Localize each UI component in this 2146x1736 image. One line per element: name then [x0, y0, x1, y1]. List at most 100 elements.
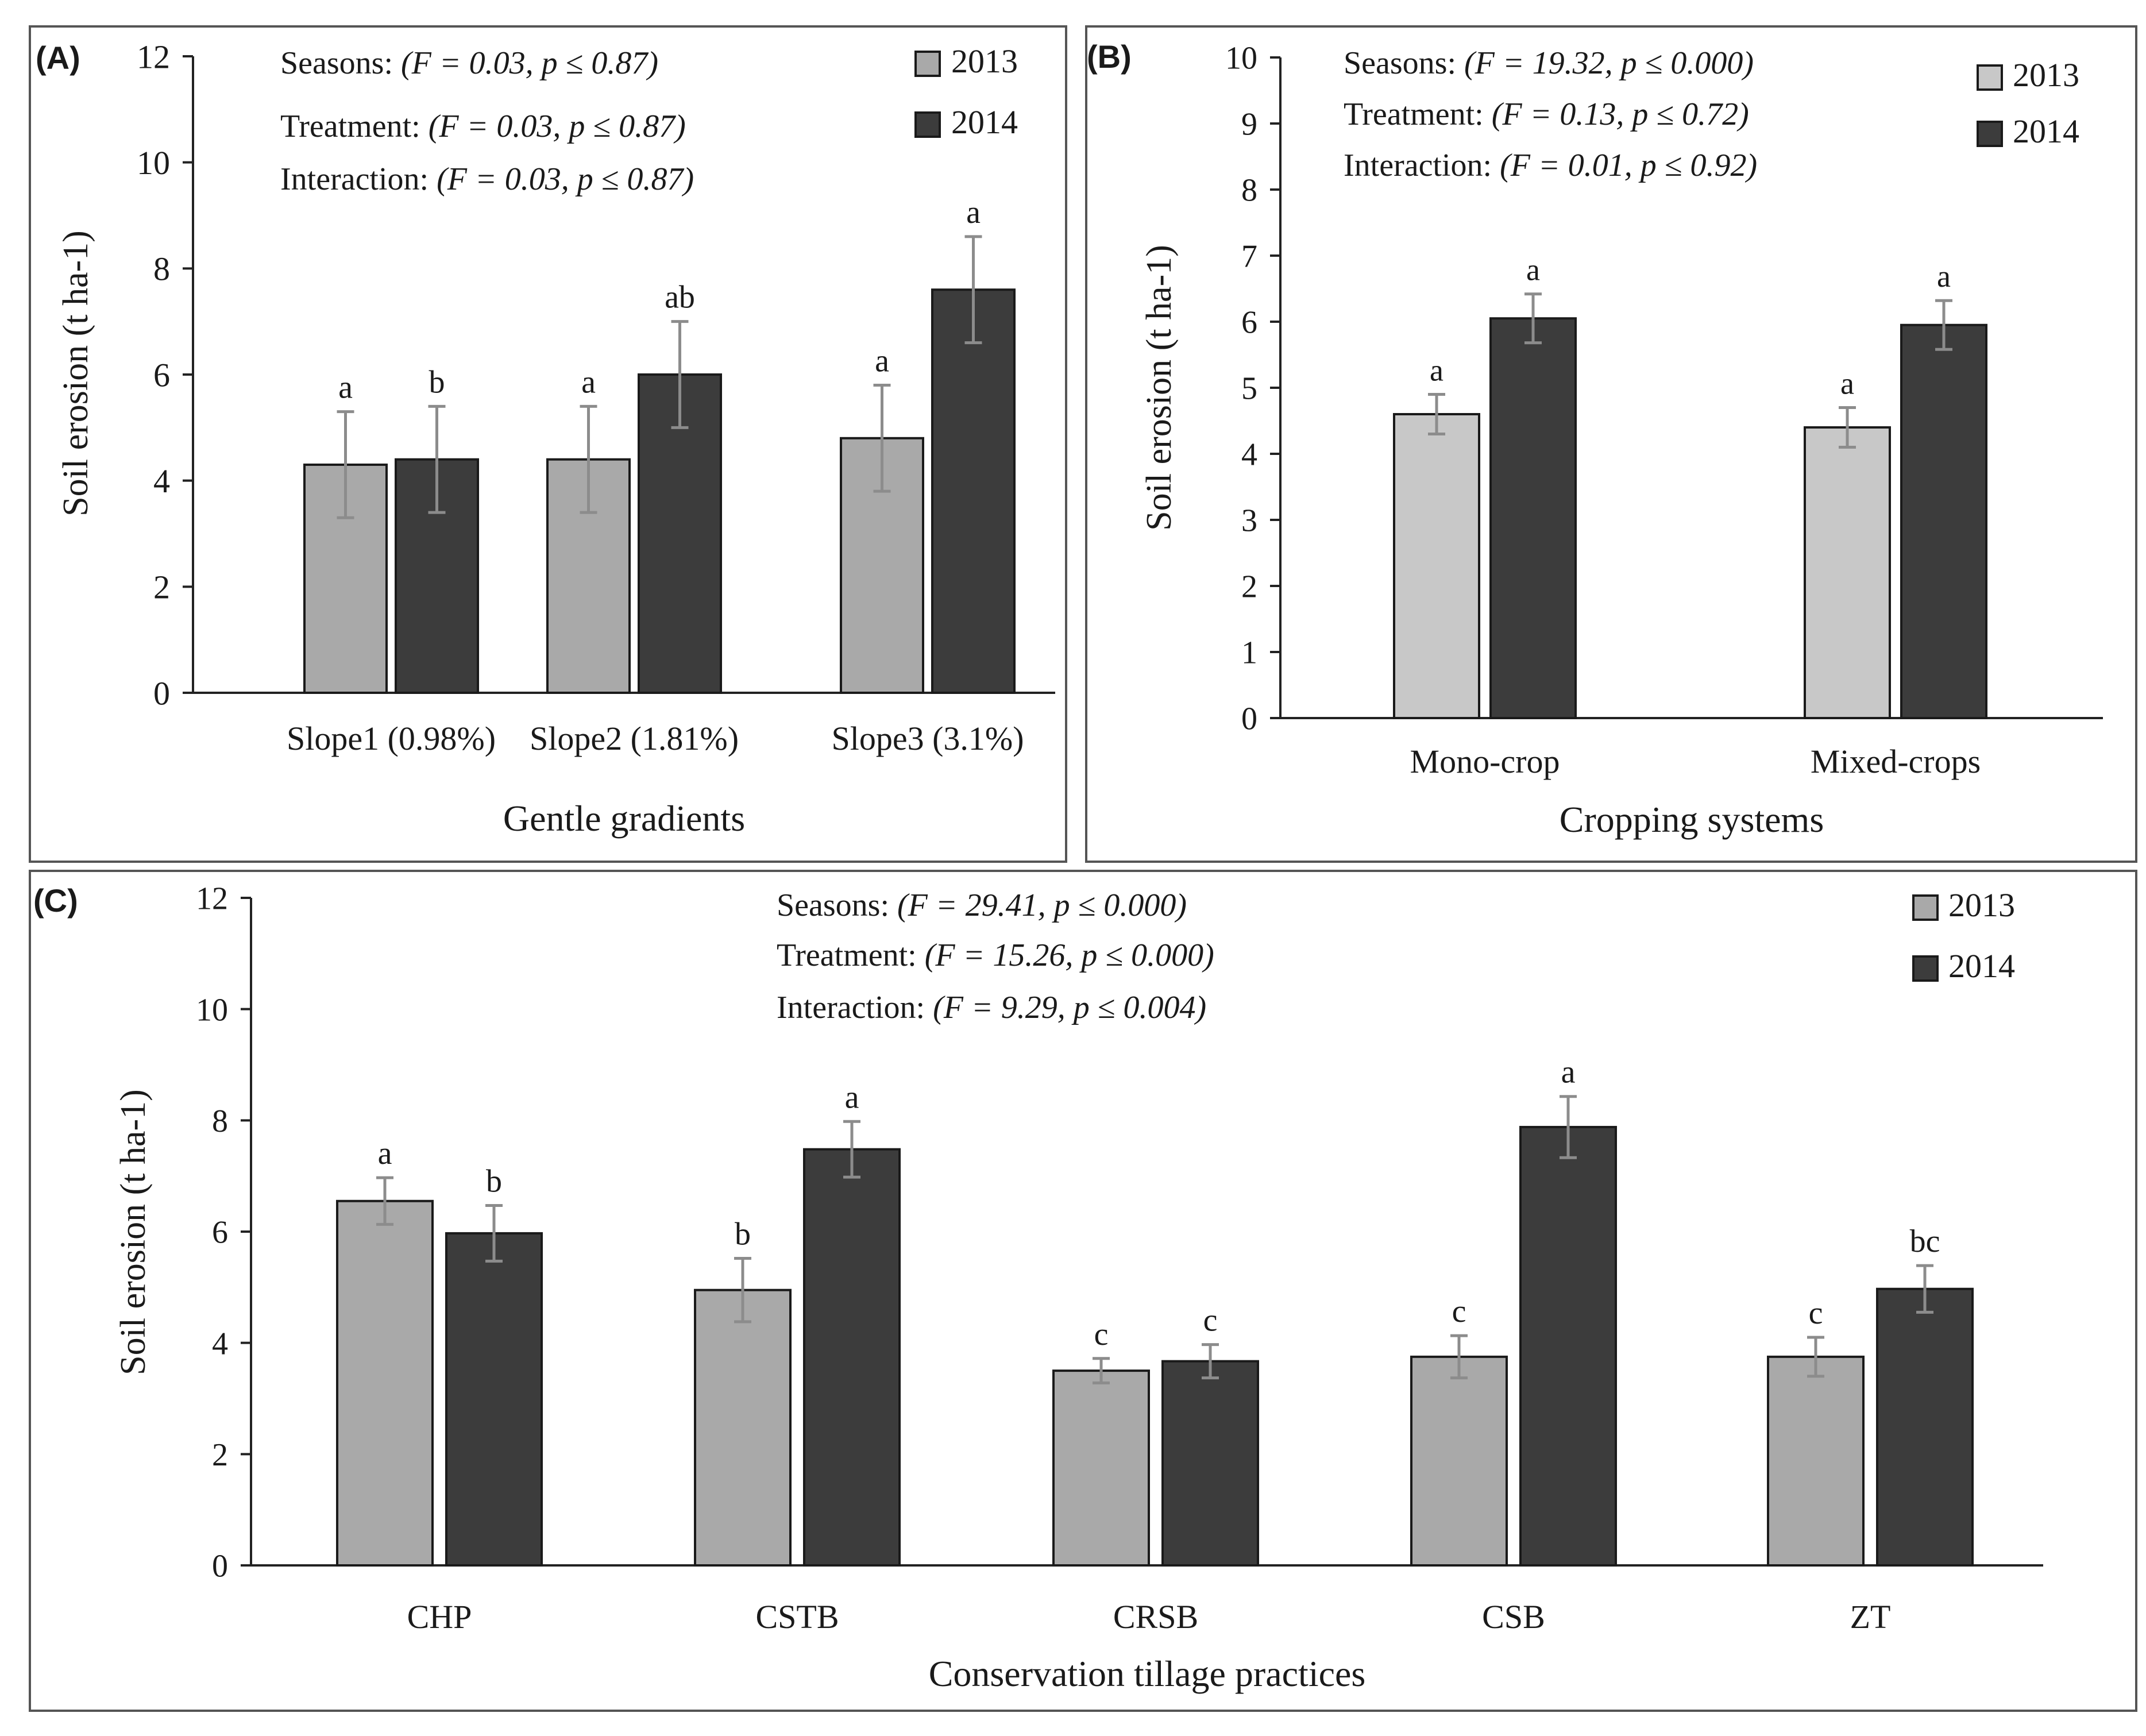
stats-line: Interaction: (F = 0.01, p ≤ 0.92) [1344, 148, 1757, 183]
stats-value: (F = 0.03, p ≤ 0.87) [437, 161, 694, 197]
x-tick-label: Slope2 (1.81%) [530, 720, 739, 757]
significance-letter: a [845, 1079, 859, 1115]
legend-swatch [1912, 894, 1939, 921]
stats-label: Treatment: [777, 938, 917, 973]
significance-letter: c [1203, 1303, 1218, 1338]
significance-letter: a [1430, 353, 1443, 388]
legend-label: 2013 [951, 43, 1018, 80]
legend-label: 2014 [2013, 113, 2079, 150]
stats-label: Treatment: [1344, 97, 1484, 132]
y-tick-label: 6 [1241, 305, 1257, 341]
significance-letter: bc [1910, 1224, 1940, 1259]
stats-line: Treatment: (F = 0.13, p ≤ 0.72) [1344, 97, 1749, 132]
significance-letter: a [1937, 259, 1951, 294]
x-axis-label: Gentle gradients [503, 798, 745, 839]
significance-letter: b [429, 364, 445, 400]
bar [694, 1289, 792, 1567]
significance-letter: c [1452, 1294, 1466, 1329]
legend-swatch [1977, 121, 2003, 147]
x-tick-label: Mono-crop [1410, 743, 1560, 780]
stats-space [917, 938, 925, 973]
y-tick-label: 0 [1241, 701, 1257, 737]
significance-letter: c [1094, 1317, 1109, 1352]
stats-space [420, 109, 429, 144]
significance-letter: a [581, 364, 596, 400]
x-tick-label: CRSB [1113, 1598, 1198, 1635]
y-tick-label: 8 [212, 1104, 228, 1139]
significance-letter: a [966, 195, 981, 230]
legend-swatch [914, 51, 941, 77]
significance-letter: b [486, 1163, 502, 1199]
y-tick-label: 8 [153, 250, 170, 288]
significance-letter: c [1809, 1295, 1823, 1331]
stats-space [429, 161, 437, 197]
bar [1393, 413, 1480, 719]
x-tick-label: CHP [407, 1598, 472, 1635]
y-tick-label: 7 [1241, 239, 1257, 275]
x-tick-label: CSB [1482, 1598, 1545, 1635]
bar [803, 1148, 901, 1567]
bar [1410, 1355, 1508, 1567]
y-tick-label: 2 [153, 569, 170, 606]
significance-letter: b [735, 1216, 751, 1252]
stats-line: Seasons: (F = 29.41, p ≤ 0.000) [777, 888, 1187, 923]
x-tick-label: CSTB [755, 1598, 839, 1635]
stats-value: (F = 0.13, p ≤ 0.72) [1492, 97, 1749, 132]
y-tick-label: 10 [1225, 41, 1257, 76]
bar [1804, 426, 1891, 719]
y-tick-label: 9 [1241, 107, 1257, 142]
y-tick-label: 1 [1241, 635, 1257, 671]
x-tick-label: Slope1 (0.98%) [287, 720, 496, 757]
y-tick-label: 2 [212, 1437, 228, 1473]
chart-panel: (C) 0 2 4 6 8 10 12 Soil erosion (t ha-1) Conserv… [29, 870, 2137, 1712]
significance-letter: a [1840, 367, 1854, 401]
significance-letter: ab [665, 280, 695, 315]
significance-letter: a [378, 1136, 392, 1171]
legend-label: 2013 [2013, 56, 2079, 94]
x-axis-label: Conservation tillage practices [929, 1653, 1366, 1694]
legend-swatch [1977, 64, 2003, 91]
stats-line: Interaction: (F = 9.29, p ≤ 0.004) [777, 990, 1206, 1025]
bar [1900, 323, 1987, 719]
stats-label: Seasons: [777, 888, 889, 923]
bar [1767, 1355, 1865, 1567]
chart-panel: (B) 0 1 2 3 4 5 6 7 8 9 10 Soil erosion (t ha-1) Crop… [1085, 25, 2137, 863]
legend-swatch [1912, 955, 1939, 982]
y-tick-label: 6 [212, 1215, 228, 1251]
stats-value: (F = 0.01, p ≤ 0.92) [1500, 148, 1757, 183]
stats-label: Treatment: [280, 109, 420, 144]
y-tick-label: 12 [137, 38, 170, 75]
legend-swatch [914, 111, 941, 138]
bar [1161, 1360, 1259, 1567]
x-tick-label: Mixed-crops [1811, 743, 1981, 780]
legend-label: 2013 [1948, 886, 2015, 924]
panel-label: (A) [36, 40, 80, 76]
stats-space [925, 990, 933, 1025]
stats-space [1484, 97, 1492, 132]
stats-line: Interaction: (F = 0.03, p ≤ 0.87) [280, 161, 694, 197]
significance-letter: a [338, 370, 353, 406]
y-axis-label: Soil erosion (t ha-1) [114, 1089, 153, 1375]
x-axis-label: Cropping systems [1560, 799, 1824, 840]
stats-value: (F = 9.29, p ≤ 0.004) [933, 990, 1206, 1025]
y-tick-label: 3 [1241, 503, 1257, 539]
bar [445, 1232, 543, 1567]
y-tick-label: 12 [196, 881, 228, 917]
stats-value: (F = 0.03, p ≤ 0.87) [401, 45, 658, 81]
stats-line: Seasons: (F = 0.03, p ≤ 0.87) [280, 45, 658, 81]
panel-border [1085, 25, 2137, 863]
bar [1519, 1125, 1617, 1567]
y-tick-label: 8 [1241, 173, 1257, 209]
stats-value: (F = 0.03, p ≤ 0.87) [429, 109, 686, 144]
stats-value: (F = 15.26, p ≤ 0.000) [925, 938, 1214, 973]
y-tick-label: 0 [212, 1549, 228, 1584]
y-tick-label: 0 [153, 674, 170, 712]
x-tick-label: ZT [1850, 1598, 1891, 1635]
legend-label: 2014 [951, 103, 1018, 141]
bar [1052, 1369, 1150, 1567]
stats-space [889, 888, 897, 923]
panel-label: (B) [1087, 38, 1132, 75]
stats-line: Treatment: (F = 0.03, p ≤ 0.87) [280, 109, 686, 144]
